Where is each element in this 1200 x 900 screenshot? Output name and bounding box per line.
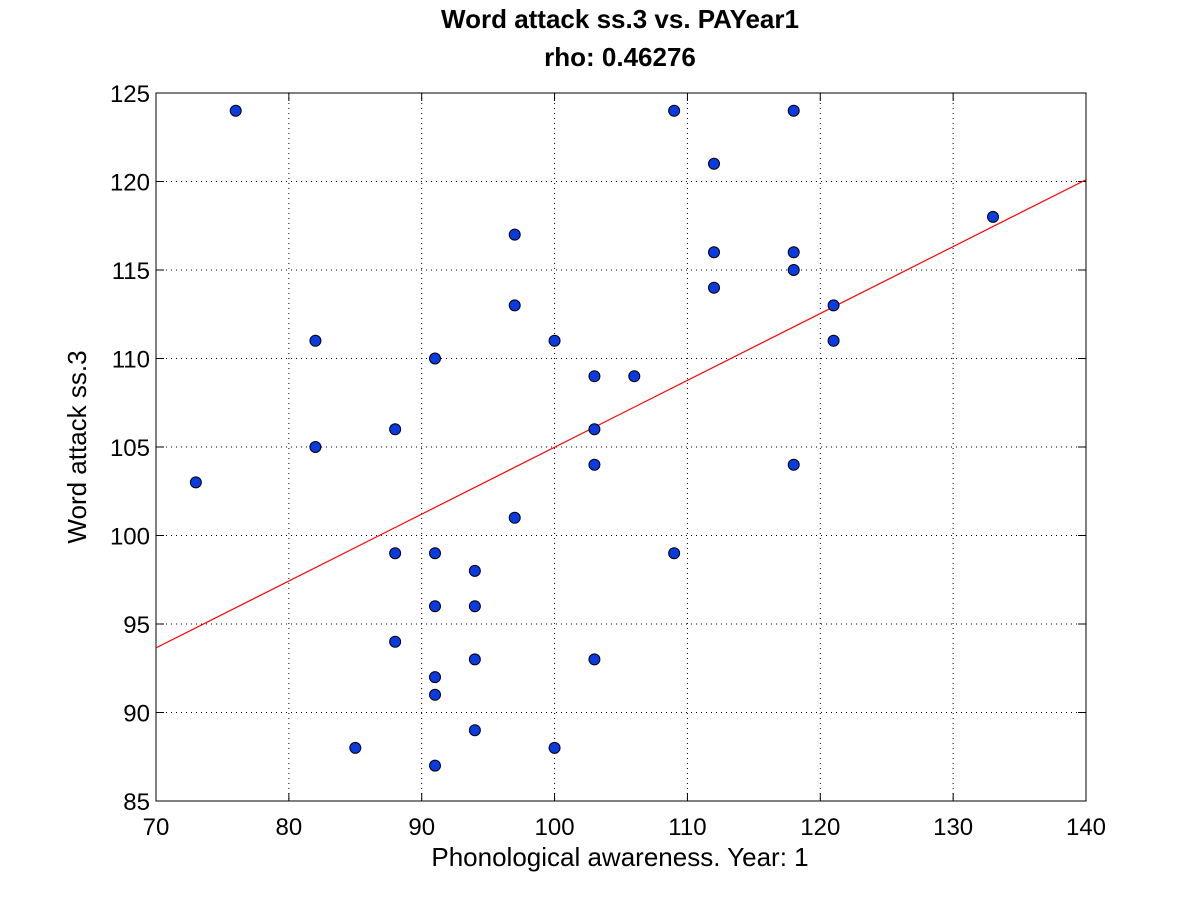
- x-tick-label: 100: [535, 814, 575, 841]
- data-point: [987, 210, 999, 223]
- y-tick-label: 85: [123, 789, 150, 816]
- x-tick-label: 130: [933, 814, 973, 841]
- grid-lines: [156, 93, 1086, 801]
- data-point: [349, 741, 362, 754]
- data-point: [508, 228, 521, 241]
- x-tick-label: 70: [143, 814, 170, 841]
- y-tick-label: 95: [123, 612, 150, 639]
- data-point: [468, 600, 481, 613]
- data-point: [429, 600, 441, 613]
- data-point: [309, 334, 322, 347]
- regression-line: [155, 179, 1087, 649]
- y-tick-label: 105: [110, 435, 150, 462]
- data-point: [429, 688, 441, 701]
- x-tick-label: 110: [668, 814, 706, 841]
- x-tick-label: 140: [1066, 814, 1106, 841]
- x-tick-label: 120: [800, 814, 840, 841]
- y-tick-label: 110: [112, 347, 150, 374]
- data-point: [588, 423, 601, 436]
- data-point: [628, 370, 641, 383]
- data-point: [508, 299, 521, 312]
- x-tick-label: 80: [276, 814, 303, 841]
- chart-subtitle: rho: 0.46276: [544, 42, 696, 72]
- data-point: [189, 476, 202, 489]
- data-point: [389, 423, 402, 436]
- fit-line-group: [155, 179, 1087, 649]
- data-point: [429, 671, 441, 684]
- x-tick-label: 90: [408, 814, 435, 841]
- data-point: [787, 246, 800, 259]
- y-tick-label: 90: [123, 701, 150, 728]
- data-point: [588, 653, 601, 666]
- data-point: [548, 741, 561, 754]
- data-point: [787, 104, 800, 117]
- data-points: [189, 104, 999, 772]
- data-point: [827, 334, 840, 347]
- data-point: [668, 547, 681, 560]
- data-point: [389, 635, 402, 648]
- data-point: [309, 441, 322, 453]
- data-point: [588, 370, 601, 383]
- data-point: [389, 547, 402, 560]
- axis-ticks: 70 80 90 100 110 120 130 140 85 90 95 100 105 110 115 1…: [110, 81, 1106, 841]
- data-point: [468, 724, 481, 737]
- data-point: [787, 264, 800, 276]
- y-tick-label: 115: [112, 258, 150, 285]
- data-point: [708, 281, 720, 294]
- data-point: [708, 246, 720, 259]
- y-tick-label: 120: [110, 170, 150, 197]
- data-point: [827, 299, 840, 312]
- data-point: [429, 352, 441, 365]
- data-point: [548, 334, 561, 347]
- data-point: [668, 104, 681, 117]
- data-point: [588, 458, 601, 471]
- data-point: [229, 104, 242, 117]
- data-point: [787, 458, 800, 471]
- data-point: [468, 653, 481, 666]
- data-point: [708, 157, 720, 170]
- y-tick-label: 100: [110, 524, 150, 551]
- data-point: [429, 759, 441, 772]
- y-axis-label: Word attack ss.3: [62, 350, 92, 543]
- data-point: [468, 564, 481, 577]
- data-point: [508, 511, 521, 524]
- x-axis-label: Phonological awareness. Year: 1: [431, 842, 808, 872]
- data-point: [429, 547, 441, 560]
- chart-title: Word attack ss.3 vs. PAYear1: [441, 4, 799, 34]
- y-tick-label: 125: [110, 81, 150, 108]
